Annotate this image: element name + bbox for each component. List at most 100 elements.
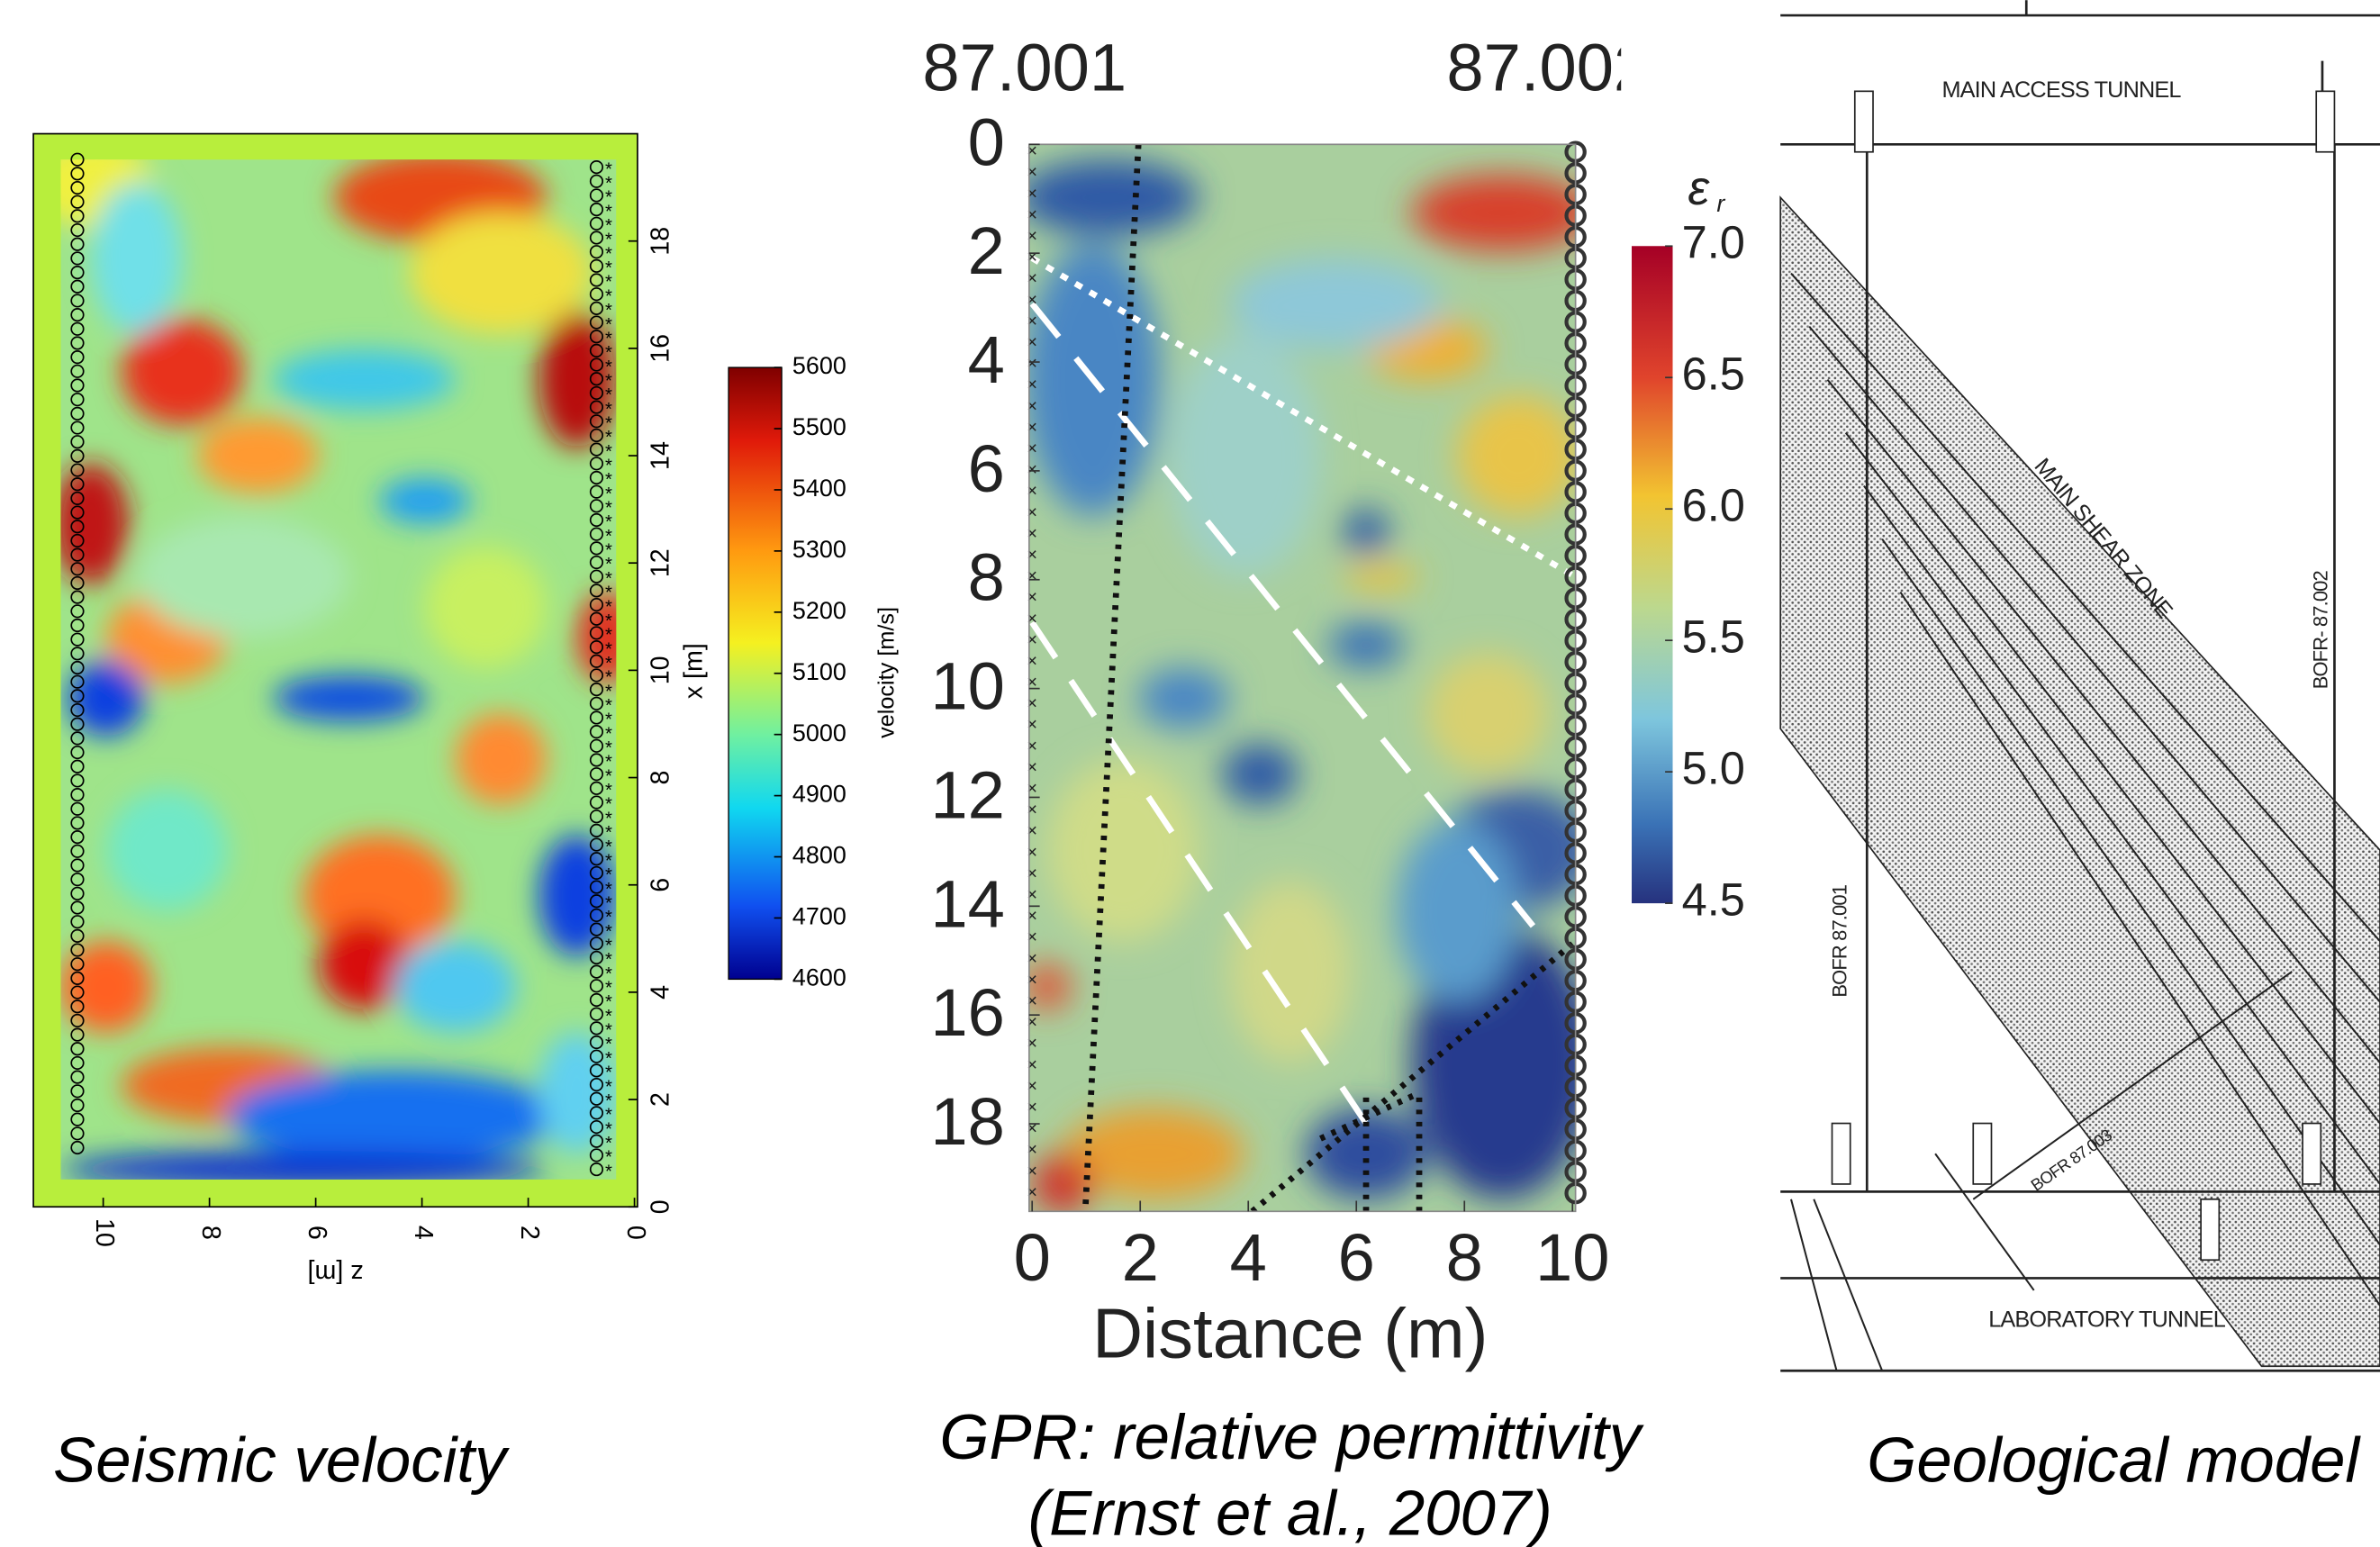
transmitter: × [1027,970,1037,990]
colorbar-tick-label: 4800 [792,842,846,869]
transmitter: × [1027,949,1037,969]
transmitter: × [1027,1034,1037,1054]
marker-box [1853,90,1874,153]
transmitter: × [1027,502,1037,522]
borehole-receiver [70,971,85,985]
borehole-receiver [589,343,604,357]
heatmap-blob [410,213,593,335]
colorbar-tick-label: 5500 [792,413,846,440]
borehole-source: * [605,1007,612,1027]
borehole-receiver [589,597,604,612]
fault-line [1844,431,2380,1125]
transmitter: × [1027,673,1037,692]
borehole-receiver [70,985,85,1000]
transmitter: × [1027,1140,1037,1160]
borehole-receiver [589,1134,604,1148]
borehole-receiver [589,428,604,443]
borehole-source: * [605,1049,612,1069]
borehole-receiver [70,152,85,167]
heatmap [60,159,617,1180]
borehole-receiver [589,964,604,979]
caption: GPR: relative permittivity [939,1402,1643,1473]
borehole-receiver [70,1112,85,1126]
transmitter: × [1027,375,1037,395]
borehole-receiver [70,1027,85,1042]
marker-box [1972,1122,1993,1185]
borehole-source: * [605,809,612,828]
map-blob [1343,565,1420,590]
y-tick-label: 2 [646,1092,674,1107]
borehole-receiver [70,435,85,449]
borehole-receiver [70,900,85,915]
marker-box [2200,1198,2221,1262]
borehole-source: * [605,710,612,730]
colorbar-tick-label: 5.0 [1682,743,1745,794]
x-tick-label: 4 [1230,1220,1267,1295]
heatmap-blob [197,417,319,494]
map-blob [1229,258,1443,349]
heatmap-blob [318,918,411,1010]
y-tick-label: 18 [646,227,674,256]
borehole-receiver [589,654,604,668]
borehole-source: * [605,851,612,871]
borehole-receiver [70,167,85,181]
colorbar-tick-label: 5300 [792,536,846,563]
borehole-source: * [605,1021,612,1041]
transmitter: × [1027,290,1037,310]
borehole-source: * [605,273,612,293]
borehole-receiver [70,717,85,731]
borehole-receiver [589,753,604,767]
geology-label: BOFR 87.003 [2027,1126,2115,1195]
borehole-source: * [605,244,612,264]
y-tick-label: 8 [646,771,674,785]
borehole-receiver [589,357,604,372]
borehole-receiver [589,894,604,909]
borehole-receiver [589,414,604,429]
transmitter: × [1027,418,1037,438]
borehole-receiver [589,258,604,273]
borehole-source: * [605,682,612,701]
borehole-receiver [589,584,604,598]
borehole-receiver [70,321,85,336]
map-blob [1028,159,1199,236]
borehole-receiver [70,731,85,746]
borehole-source: * [605,1077,612,1097]
dotted-boundary [1250,938,1576,1212]
colorbar-tick-label: 4.5 [1682,873,1745,925]
marker-box [2315,90,2336,153]
colorbar-tick-label: 5000 [792,719,846,746]
y-tick-label: 12 [646,548,674,577]
heatmap-blob [455,713,547,805]
borehole-receiver [589,992,604,1008]
borehole-receiver [70,1013,85,1027]
fault-line [1808,325,2380,1003]
borehole-source: * [605,1162,612,1181]
borehole-receiver [589,880,604,894]
transmitter: × [1027,545,1037,565]
gpr-panel: ××××××××××××××××××××××××××××××××××××××××… [922,31,1745,1547]
colorbar-tick-label: 5600 [792,352,846,379]
map-blob [1168,334,1321,577]
borehole-receiver [70,350,85,365]
borehole-receiver [70,604,85,619]
borehole-source: * [605,541,612,561]
borehole-receiver [589,1049,604,1063]
borehole-source: * [605,258,612,278]
borehole-receiver [70,491,85,505]
borehole-source: * [605,286,612,306]
colorbar-tick-label: 6.5 [1682,348,1745,400]
x-tick-label: 8 [196,1226,225,1240]
x-tick-label: 8 [1446,1220,1483,1295]
transmitter: × [1027,163,1037,183]
borehole-receiver [589,936,604,951]
borehole-source: * [605,865,612,885]
borehole-receiver [589,865,604,880]
borehole-receiver [589,626,604,640]
transmitter: × [1027,588,1037,608]
plot-frame [1027,143,1577,1213]
borehole-source: * [605,950,612,970]
borehole-receiver [70,689,85,703]
borehole-source: * [605,1091,612,1111]
